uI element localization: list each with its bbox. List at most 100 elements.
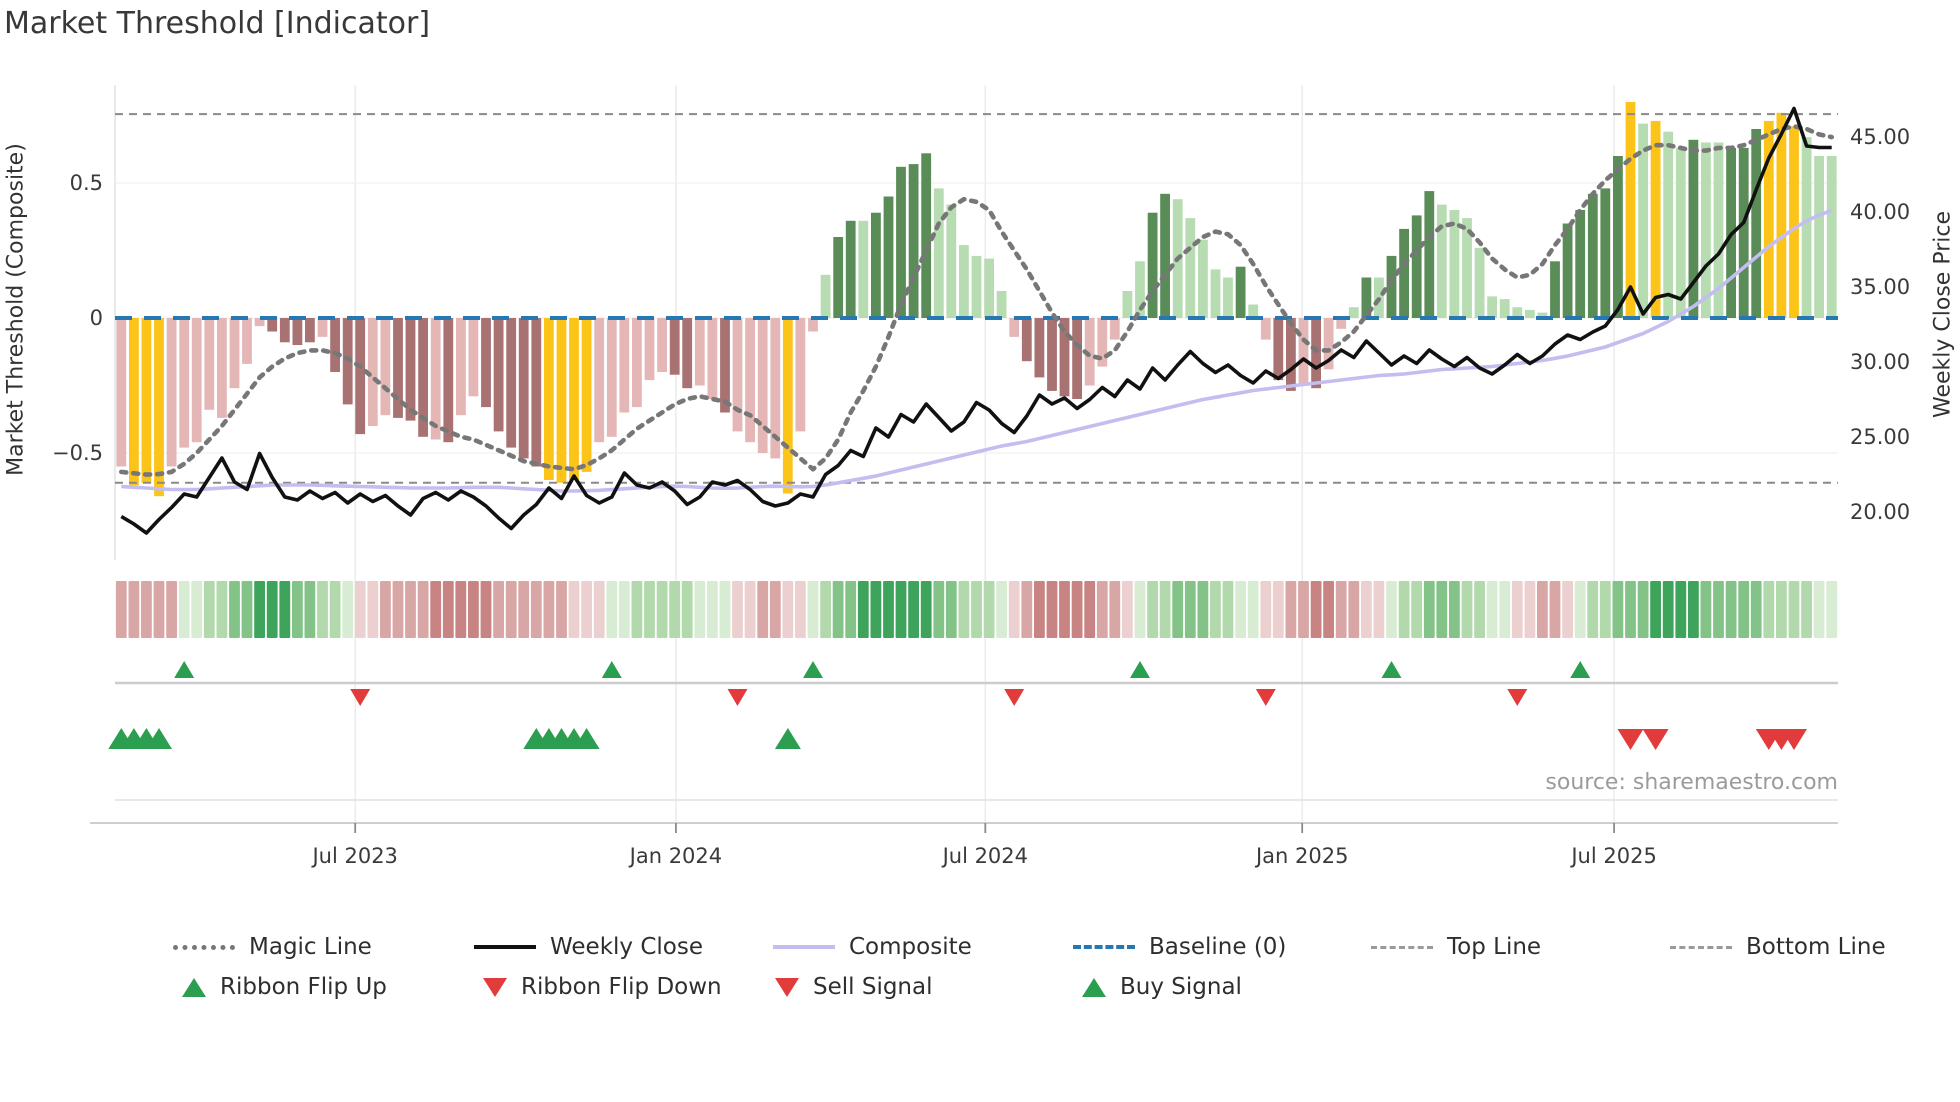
- threshold-bar: [770, 318, 781, 459]
- ribbon-cell: [1310, 581, 1322, 638]
- ribbon-cell: [1688, 581, 1699, 638]
- ribbon-cell: [1034, 581, 1045, 638]
- ribbon-cell: [782, 581, 794, 638]
- ribbon-cell: [1172, 581, 1184, 638]
- legend-label: Bottom Line: [1746, 934, 1886, 960]
- threshold-bar: [1675, 147, 1686, 318]
- right-tick-label: 25.00: [1850, 425, 1910, 449]
- threshold-bar: [720, 318, 730, 413]
- threshold-bar: [1826, 156, 1837, 318]
- ribbon-cell: [732, 581, 743, 638]
- ribbon-cell: [442, 581, 454, 638]
- left-tick-label: −0.5: [52, 441, 103, 465]
- threshold-bar: [531, 318, 542, 467]
- threshold-bar: [594, 318, 605, 443]
- ribbon-cell: [1386, 581, 1397, 638]
- threshold-bar: [1198, 239, 1208, 318]
- threshold-bar: [1701, 142, 1711, 318]
- threshold-bar: [619, 318, 630, 413]
- ribbon-cell: [405, 581, 416, 638]
- ribbon-cell: [505, 581, 517, 638]
- ribbon-cell: [468, 581, 479, 638]
- ribbon-cell: [1511, 581, 1523, 638]
- ribbon-cell: [480, 581, 492, 638]
- ribbon-cell: [769, 581, 781, 638]
- legend-item-baseline: Baseline (0): [1073, 932, 1286, 962]
- source-attribution: source: sharemaestro.com: [1545, 770, 1838, 795]
- threshold-bar: [1097, 318, 1108, 367]
- ribbon-cell: [1486, 581, 1498, 638]
- ribbon-cell: [945, 581, 957, 638]
- threshold-bar: [1311, 318, 1321, 389]
- ribbon-cell: [1763, 581, 1775, 638]
- legend-label: Top Line: [1447, 934, 1542, 960]
- threshold-bar: [166, 318, 177, 467]
- ribbon-cell: [1776, 581, 1787, 638]
- ribbon-cell: [1272, 581, 1284, 638]
- threshold-bar: [380, 318, 391, 416]
- threshold-bar: [1713, 142, 1724, 318]
- legend-label: Buy Signal: [1120, 974, 1242, 1000]
- threshold-bars: [116, 102, 1837, 497]
- threshold-bar: [330, 318, 340, 372]
- ribbon-flip-markers: [174, 661, 1591, 706]
- ribbon-cell: [1184, 581, 1196, 638]
- ribbon-cell: [153, 581, 165, 638]
- ribbon-cell: [795, 581, 806, 638]
- ribbon-cell: [178, 581, 190, 638]
- ribbon-cell: [530, 581, 542, 638]
- threshold-bar: [242, 318, 252, 364]
- threshold-bar: [191, 318, 202, 443]
- threshold-bar: [1763, 120, 1774, 319]
- ribbon-cell: [807, 581, 819, 638]
- composite-swatch-icon: [773, 945, 835, 949]
- left-tick-label: 0: [90, 306, 103, 330]
- legend-item-composite: Composite: [773, 932, 972, 962]
- ribbon-cell: [354, 581, 366, 638]
- buy-sell-markers: [108, 728, 1807, 750]
- threshold-bar: [1411, 215, 1422, 318]
- ribbon-cell: [1109, 581, 1121, 638]
- ribbon-cell: [1260, 581, 1272, 638]
- ribbon-cell: [1637, 581, 1649, 638]
- ribbon-cell: [1159, 581, 1171, 638]
- threshold-bar: [267, 318, 278, 332]
- ribbon-cell: [996, 581, 1007, 638]
- right-axis-title: Weekly Close Price: [1930, 211, 1956, 418]
- threshold-bar: [946, 204, 957, 318]
- ribbon-cell: [1021, 581, 1033, 638]
- up-triangle-marker: [174, 661, 195, 678]
- threshold-bar: [1600, 188, 1611, 318]
- x-tick-label: Jul 2025: [1569, 844, 1656, 868]
- ribbon-cell: [166, 581, 177, 638]
- ribbon-cell: [1323, 581, 1334, 638]
- threshold-bar: [569, 318, 579, 480]
- legend-item-ribbon-flip-up: Ribbon Flip Up: [173, 972, 387, 1002]
- threshold-bar: [1323, 318, 1334, 370]
- threshold-bar: [581, 318, 592, 472]
- ribbon-cell: [141, 581, 152, 638]
- threshold-bar: [1210, 269, 1221, 318]
- threshold-bar: [896, 166, 906, 318]
- threshold-bar: [669, 318, 680, 375]
- ribbon-cell: [1537, 581, 1548, 638]
- threshold-bar: [1185, 218, 1196, 318]
- legend-label: Sell Signal: [813, 974, 933, 1000]
- ribbon-cell: [1499, 581, 1511, 638]
- threshold-bar: [1613, 156, 1623, 318]
- sell-triangle-icon: [775, 977, 799, 997]
- ribbon-cell: [1134, 581, 1146, 638]
- threshold-bar: [657, 318, 667, 372]
- threshold-bar: [682, 318, 693, 389]
- threshold-bar: [217, 318, 227, 418]
- threshold-bar: [1537, 312, 1548, 318]
- ribbon-cell: [1247, 581, 1259, 638]
- ribbon-cell: [1461, 581, 1473, 638]
- threshold-bar: [279, 318, 290, 343]
- threshold-bar: [1751, 129, 1762, 318]
- x-tick-label: Jan 2024: [628, 844, 723, 868]
- threshold-bar: [456, 318, 466, 416]
- threshold-bar: [1801, 137, 1812, 318]
- ribbon-cell: [857, 581, 869, 638]
- threshold-bar: [795, 318, 806, 432]
